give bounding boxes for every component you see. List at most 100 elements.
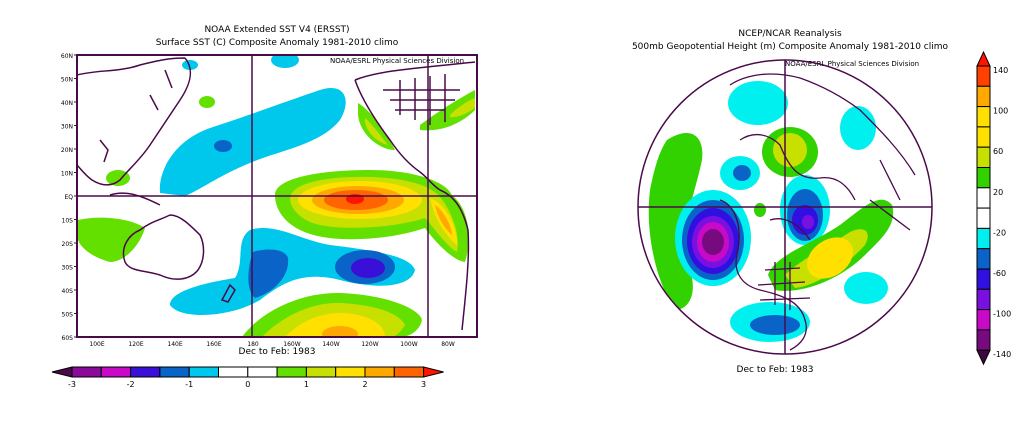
colorbar-tick-label: 2: [362, 380, 367, 389]
colorbar-over-triangle: [423, 366, 444, 378]
colorbar-tick-label: 3: [421, 380, 426, 389]
latitude-label: 50S: [62, 312, 74, 319]
colorbar-segment: [976, 65, 991, 87]
colorbar-segment: [276, 366, 307, 378]
colorbar-segment: [976, 288, 991, 311]
cold-spot: [271, 55, 299, 68]
colorbar-segment: [100, 366, 132, 378]
colorbar-tick-label: 0: [245, 380, 250, 389]
colorbar-segment: [976, 187, 991, 209]
cold-spot: [182, 60, 198, 70]
latitude-label: 20N: [61, 147, 73, 154]
left-title: NOAA Extended SST V4 (ERSST): [204, 25, 350, 35]
left-credit: NOAA/ESRL Physical Sciences Division: [330, 57, 465, 65]
colorbar-segment: [976, 309, 991, 331]
right-period: Dec to Feb: 1983: [736, 365, 814, 375]
colorbar-tick-label: 100: [993, 107, 1008, 116]
colorbar-segment: [976, 146, 991, 168]
colorbar-segment: [130, 366, 161, 378]
colorbar-over-triangle: [976, 50, 991, 67]
colorbar-tick-label: -140: [993, 350, 1011, 359]
colorbar-tick-label: 1: [304, 380, 309, 389]
colorbar-segment: [159, 366, 190, 378]
latitude-label: 40N: [61, 100, 73, 107]
colorbar-tick-label: -1: [185, 380, 193, 389]
negative-anomaly-canada-low: [780, 175, 830, 245]
longitude-labels: 100E 120E 140E 160E 180 160W 140W 120W 100W 80W: [89, 341, 454, 348]
negative-anomaly-north-pacific-low: [675, 190, 751, 286]
colorbar-tick-label: -2: [127, 380, 135, 389]
colorbar-segment: [976, 106, 991, 128]
sst-contours: [77, 55, 476, 337]
latitude-labels: 60N 50N 40N 30N 20N 10N EQ 10S 20S 30S 40S 50S 60S: [61, 53, 77, 342]
right-subtitle: 500mb Geopotential Height (m) Composite …: [631, 42, 949, 52]
longitude-label: 140W: [322, 341, 339, 348]
colorbar-segment: [393, 366, 425, 378]
sst-colorbar: -3 -2 -1 0 1 2 3: [51, 366, 444, 389]
colorbar-segment: [976, 268, 991, 290]
warm-california-coast: [358, 103, 395, 150]
colorbar-segment: [976, 227, 991, 250]
colorbar-segment: [976, 167, 991, 189]
latitude-label: EQ: [64, 194, 73, 201]
latitude-label: 50N: [61, 77, 73, 84]
colorbar-tick-label: -60: [993, 269, 1006, 278]
geopotential-height-map: [648, 73, 916, 351]
colorbar-tick-label: 140: [993, 66, 1008, 75]
colorbar-segment: [305, 366, 337, 378]
latitude-label: 60N: [61, 53, 73, 60]
longitude-label: 80W: [441, 341, 455, 348]
left-subtitle: Surface SST (C) Composite Anomaly 1981-2…: [155, 38, 399, 48]
colorbar-segment: [188, 366, 219, 378]
latitude-label: 30N: [61, 124, 73, 131]
colorbar-segment: [364, 366, 395, 378]
colorbar-segment: [247, 366, 278, 378]
colorbar-segment: [976, 207, 991, 229]
longitude-label: 160W: [283, 341, 300, 348]
longitude-label: 140E: [167, 341, 182, 348]
cold-core-south-pacific: [351, 258, 385, 278]
cold-core-north-pacific: [214, 140, 232, 152]
colorbar-tick-label: -100: [993, 310, 1011, 319]
colorbar-tick-label: 20: [993, 188, 1003, 197]
negative-anomaly: [728, 81, 788, 125]
colorbar-segment: [71, 366, 102, 378]
colorbar-segment: [976, 126, 991, 148]
latitude-label: 40S: [62, 288, 74, 295]
left-period: Dec to Feb: 1983: [238, 347, 316, 357]
latitude-label: 10S: [62, 218, 74, 225]
longitude-label: 100E: [89, 341, 104, 348]
height-colorbar: 140 100 60 20 -20 -60 -100 -140: [976, 50, 1011, 366]
colorbar-tick-label: 60: [993, 147, 1003, 156]
latitude-label: 20S: [62, 241, 74, 248]
longitude-label: 120E: [128, 341, 143, 348]
colorbar-segment: [976, 248, 991, 270]
right-title: NCEP/NCAR Reanalysis: [738, 29, 842, 39]
longitude-label: 100W: [400, 341, 417, 348]
cold-anomaly-north-pacific: [159, 88, 346, 196]
positive-anomaly-pacific-arc: [648, 132, 703, 310]
warm-indian-ocean: [78, 217, 145, 262]
longitude-label: 180: [247, 341, 259, 348]
longitude-label: 120W: [361, 341, 378, 348]
longitude-label: 160E: [206, 341, 221, 348]
right-credit: NOAA/ESRL Physical Sciences Division: [785, 60, 920, 68]
colorbar-segment: [976, 329, 991, 351]
warm-spot: [199, 96, 215, 108]
colorbar-under-triangle: [976, 349, 991, 366]
warm-east-us-coast: [420, 90, 475, 131]
cold-core-tasman: [248, 249, 289, 298]
cold-anomaly-south-pacific: [170, 227, 415, 316]
latitude-label: 10N: [61, 171, 73, 178]
coastlines: [719, 73, 916, 351]
colorbar-tick-label: -3: [68, 380, 76, 389]
colorbar-segment: [976, 85, 991, 108]
colorbar-under-triangle: [51, 366, 73, 378]
colorbar-segment: [218, 366, 249, 378]
colorbar-tick-label: -20: [993, 228, 1006, 237]
colorbar-segment: [335, 366, 366, 378]
latitude-label: 60S: [62, 335, 74, 342]
latitude-label: 30S: [62, 265, 74, 272]
warm-anomaly-south-pacific: [242, 292, 422, 337]
